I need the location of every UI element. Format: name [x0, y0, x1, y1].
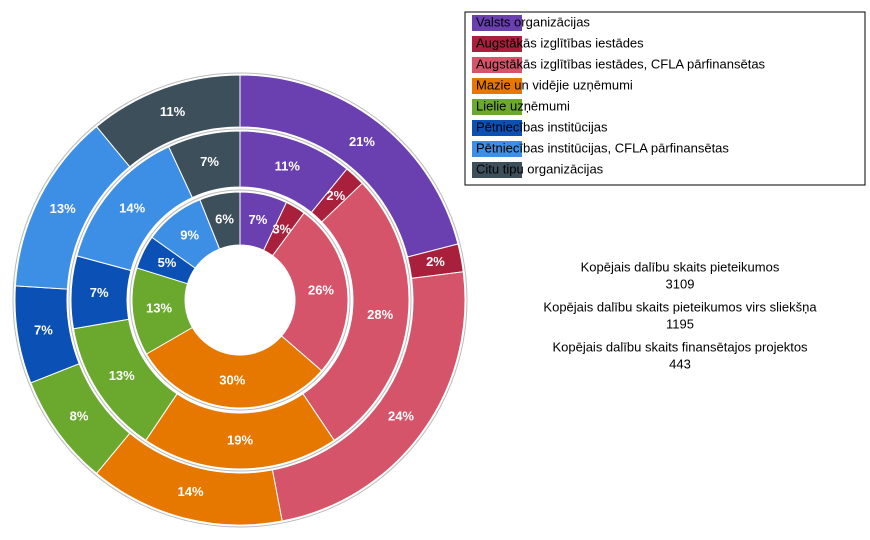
ring-outline [129, 189, 351, 411]
data-label: 2% [326, 188, 345, 203]
ring-name: Kopējais dalību skaits finansētajos proj… [552, 339, 808, 354]
ring-total: 443 [669, 356, 691, 371]
data-label: 14% [119, 201, 145, 216]
data-label: 14% [177, 484, 203, 499]
ring-segment [271, 212, 349, 372]
data-label: 5% [158, 255, 177, 270]
legend-label: Valsts organizācijas [476, 14, 590, 29]
data-label: 7% [34, 323, 53, 338]
ring-total: 3109 [666, 276, 695, 291]
legend-label: Pētniecības institūcijas, CFLA pārfinans… [476, 140, 729, 155]
data-label: 7% [200, 154, 219, 169]
legend-swatch [472, 15, 522, 31]
legend-box [464, 11, 866, 186]
ring-total: 1195 [666, 316, 694, 331]
data-label: 3% [272, 222, 291, 237]
legend-label: Mazie un vidējie uzņēmumi [476, 77, 633, 92]
data-label: 9% [180, 227, 199, 242]
legend-swatch [472, 141, 522, 157]
legend-swatch [472, 57, 522, 73]
legend-swatch [472, 78, 522, 94]
data-label: 13% [50, 201, 76, 216]
data-label: 13% [109, 368, 135, 383]
ring-segment [145, 326, 323, 409]
data-label: 7% [90, 285, 109, 300]
ring-segment [168, 130, 241, 199]
ring-outline [12, 72, 468, 528]
legend-label: Citu tipu organizācijas [476, 161, 604, 176]
data-label: 24% [388, 408, 414, 423]
legend-swatch [472, 99, 522, 115]
legend-swatch [472, 120, 522, 136]
ring-segment [95, 74, 241, 168]
ring-name: Kopējais dalību skaits pieteikumos [581, 259, 780, 274]
data-label: 6% [215, 211, 234, 226]
data-label: 26% [308, 282, 334, 297]
data-label: 11% [160, 104, 186, 119]
data-label: 30% [219, 373, 245, 388]
data-label: 11% [275, 159, 301, 174]
ring-outline [68, 128, 412, 472]
data-label: 21% [349, 134, 375, 149]
data-label: 19% [227, 432, 253, 447]
data-label: 13% [146, 300, 172, 315]
legend-swatch [472, 36, 522, 52]
data-label: 28% [367, 307, 393, 322]
legend-label: Lielie uzņēmumi [476, 98, 570, 113]
legend-label: Augstākās izglītības iestādes [476, 35, 644, 50]
legend-label: Pētniecības institūcijas [476, 119, 608, 134]
ring-segment [302, 182, 410, 442]
ring-segment [199, 191, 241, 250]
legend-swatch [472, 162, 522, 178]
data-label: 8% [70, 408, 89, 423]
data-label: 2% [426, 254, 445, 269]
legend-label: Augstākās izglītības iestādes, CFLA pārf… [476, 56, 766, 71]
ring-name: Kopējais dalību skaits pieteikumos virs … [543, 299, 817, 314]
data-label: 7% [249, 212, 268, 227]
